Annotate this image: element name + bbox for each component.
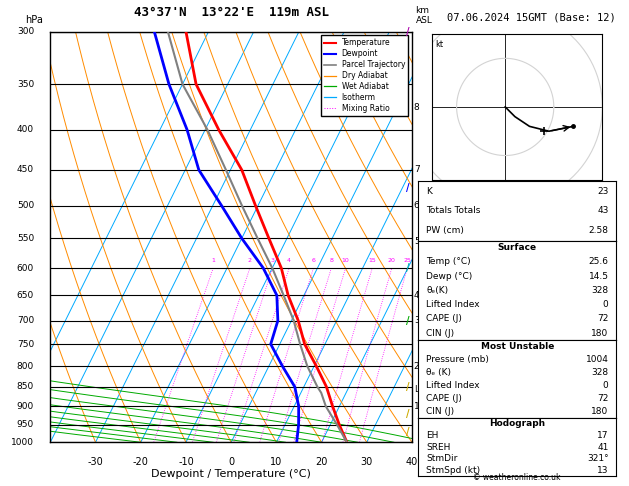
Text: 550: 550 (17, 234, 34, 243)
Text: /: / (406, 183, 409, 193)
Text: 2: 2 (248, 258, 252, 263)
Text: 450: 450 (17, 165, 34, 174)
Legend: Temperature, Dewpoint, Parcel Trajectory, Dry Adiabat, Wet Adiabat, Isotherm, Mi: Temperature, Dewpoint, Parcel Trajectory… (321, 35, 408, 116)
Text: 15: 15 (369, 258, 376, 263)
Text: 6: 6 (311, 258, 315, 263)
Text: 650: 650 (17, 291, 34, 300)
Text: Totals Totals: Totals Totals (426, 207, 481, 215)
Text: 43: 43 (597, 207, 608, 215)
Text: 4: 4 (287, 258, 291, 263)
Text: © weatheronline.co.uk: © weatheronline.co.uk (473, 473, 561, 482)
Text: Dewpoint / Temperature (°C): Dewpoint / Temperature (°C) (151, 469, 311, 479)
Text: -30: -30 (87, 457, 103, 467)
Text: 0: 0 (603, 300, 608, 309)
Text: StmDir: StmDir (426, 454, 457, 463)
Text: CIN (J): CIN (J) (426, 329, 454, 338)
Text: CAPE (J): CAPE (J) (426, 394, 462, 403)
Text: 3: 3 (414, 316, 420, 325)
Text: Lifted Index: Lifted Index (426, 300, 480, 309)
Text: Lifted Index: Lifted Index (426, 381, 480, 390)
Text: 328: 328 (591, 286, 608, 295)
Text: 30: 30 (360, 457, 373, 467)
Text: 17: 17 (597, 431, 608, 440)
Text: 41: 41 (597, 443, 608, 451)
Text: 850: 850 (17, 382, 34, 391)
Text: km
ASL: km ASL (416, 6, 433, 25)
Text: 321°: 321° (587, 454, 608, 463)
Text: 20: 20 (388, 258, 396, 263)
Text: Surface: Surface (498, 243, 537, 252)
Text: /: / (406, 315, 409, 326)
Text: CIN (J): CIN (J) (426, 407, 454, 416)
Text: 180: 180 (591, 329, 608, 338)
Text: EH: EH (426, 431, 438, 440)
Text: 300: 300 (17, 27, 34, 36)
Text: -20: -20 (133, 457, 148, 467)
Text: 800: 800 (17, 362, 34, 371)
Text: 6: 6 (414, 201, 420, 210)
Text: 25.6: 25.6 (589, 258, 608, 266)
Text: StmSpd (kt): StmSpd (kt) (426, 466, 481, 475)
Text: 500: 500 (17, 201, 34, 210)
Text: Most Unstable: Most Unstable (481, 342, 554, 351)
Text: θₑ(K): θₑ(K) (426, 286, 448, 295)
Text: 13: 13 (597, 466, 608, 475)
Text: 23: 23 (597, 187, 608, 196)
Text: 4: 4 (414, 291, 420, 300)
Text: Temp (°C): Temp (°C) (426, 258, 471, 266)
Text: 25: 25 (403, 258, 411, 263)
Text: 20: 20 (315, 457, 328, 467)
Text: /: / (406, 409, 409, 419)
Text: 1: 1 (211, 258, 215, 263)
Text: 5: 5 (414, 237, 420, 246)
Text: 0: 0 (603, 381, 608, 390)
Text: 600: 600 (17, 263, 34, 273)
Text: K: K (426, 187, 432, 196)
Text: /: / (406, 382, 409, 392)
Text: /: / (406, 263, 409, 273)
Text: 40: 40 (406, 457, 418, 467)
Text: Dewp (°C): Dewp (°C) (426, 272, 472, 280)
Text: Hodograph: Hodograph (489, 419, 545, 428)
Text: 07.06.2024 15GMT (Base: 12): 07.06.2024 15GMT (Base: 12) (447, 12, 616, 22)
Text: 180: 180 (591, 407, 608, 416)
Text: LCL: LCL (414, 385, 429, 394)
Text: kt: kt (436, 40, 444, 49)
Text: 10: 10 (270, 457, 282, 467)
Text: 14.5: 14.5 (589, 272, 608, 280)
Text: 950: 950 (17, 420, 34, 429)
Text: 72: 72 (597, 314, 608, 323)
Text: 43°37'N  13°22'E  119m ASL: 43°37'N 13°22'E 119m ASL (133, 6, 329, 19)
Text: 1000: 1000 (11, 438, 34, 447)
Text: 2: 2 (414, 362, 420, 371)
Text: 3: 3 (270, 258, 274, 263)
Text: /: / (406, 427, 409, 437)
Text: CAPE (J): CAPE (J) (426, 314, 462, 323)
Text: θₑ (K): θₑ (K) (426, 368, 451, 377)
Text: 1: 1 (414, 402, 420, 411)
Text: -10: -10 (178, 457, 194, 467)
Text: 700: 700 (17, 316, 34, 325)
Text: 350: 350 (17, 80, 34, 88)
Text: 8: 8 (414, 103, 420, 112)
Text: hPa: hPa (25, 16, 43, 25)
Text: 328: 328 (591, 368, 608, 377)
Text: 2.58: 2.58 (589, 226, 608, 235)
Text: 400: 400 (17, 125, 34, 134)
Text: 0: 0 (228, 457, 234, 467)
Text: 750: 750 (17, 340, 34, 348)
Text: SREH: SREH (426, 443, 450, 451)
Text: Pressure (mb): Pressure (mb) (426, 355, 489, 364)
Text: 10: 10 (342, 258, 350, 263)
Text: 7: 7 (414, 165, 420, 174)
Text: 8: 8 (330, 258, 333, 263)
Text: 1004: 1004 (586, 355, 608, 364)
Text: /: / (406, 27, 409, 36)
Text: 72: 72 (597, 394, 608, 403)
Text: PW (cm): PW (cm) (426, 226, 464, 235)
Text: 900: 900 (17, 402, 34, 411)
